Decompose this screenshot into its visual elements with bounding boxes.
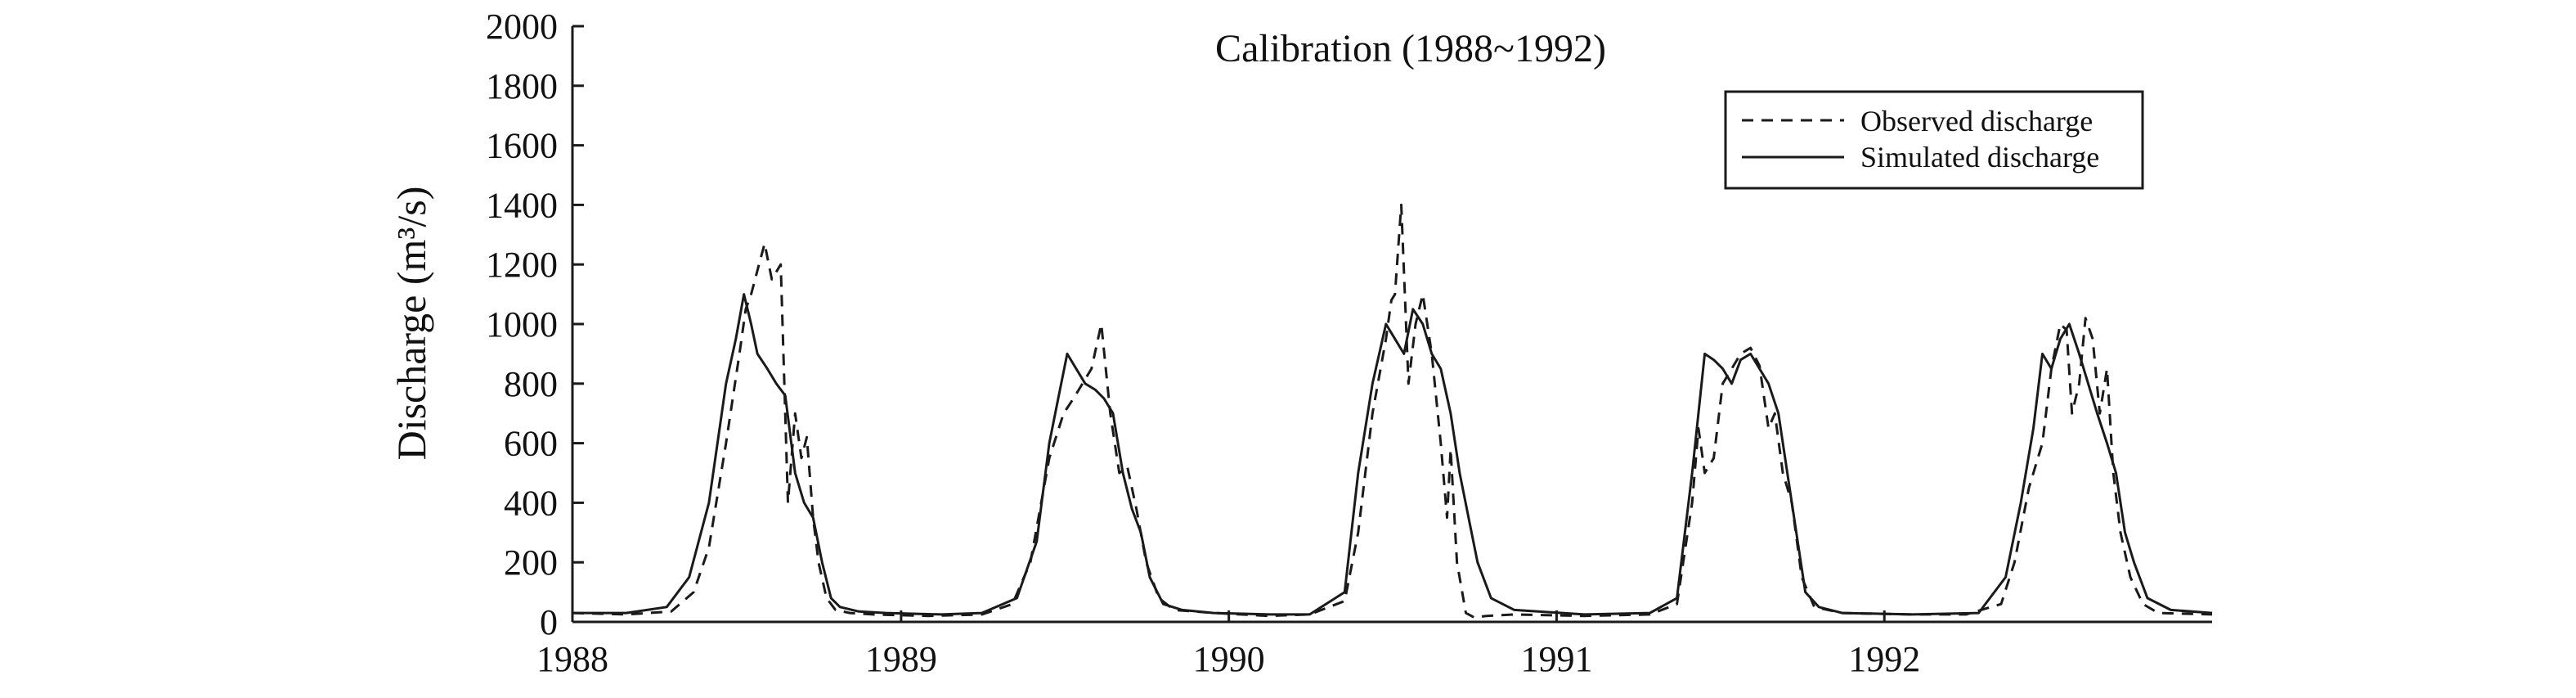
x-tick-label: 1990 (1193, 639, 1265, 679)
legend: Observed discharge Simulated discharge (1724, 90, 2144, 190)
y-tick-label: 800 (504, 364, 558, 404)
chart-title: Calibration (1988~1992) (1215, 27, 1606, 70)
x-ticks: 1988 1989 1990 1991 1992 (536, 610, 1920, 679)
y-tick-label: 600 (504, 424, 558, 464)
y-axis-label: Discharge (m³/s) (388, 187, 434, 461)
y-tick-label: 1200 (486, 245, 558, 285)
y-tick-label: 200 (504, 543, 558, 583)
x-tick-label: 1988 (536, 639, 608, 679)
legend-box (1724, 90, 2144, 190)
x-tick-label: 1989 (865, 639, 937, 679)
y-tick-label: 1600 (486, 126, 558, 166)
legend-label-simulated: Simulated discharge (1860, 141, 2099, 173)
y-tick-label: 2000 (486, 7, 558, 47)
legend-label-observed: Observed discharge (1860, 105, 2093, 137)
x-tick-label: 1991 (1520, 639, 1592, 679)
y-tick-label: 0 (540, 602, 558, 642)
y-tick-label: 1000 (486, 304, 558, 344)
series-simulated-line (572, 293, 2213, 616)
x-tick-label: 1992 (1848, 639, 1920, 679)
y-tick-label: 400 (504, 483, 558, 523)
series-layer (572, 203, 2213, 619)
y-tick-label: 1400 (486, 185, 558, 225)
y-ticks: 0 200 400 600 800 1000 1200 1400 1600 1800 2000 (486, 7, 584, 642)
y-tick-label: 1800 (486, 66, 558, 106)
series-observed-line (572, 203, 2213, 619)
